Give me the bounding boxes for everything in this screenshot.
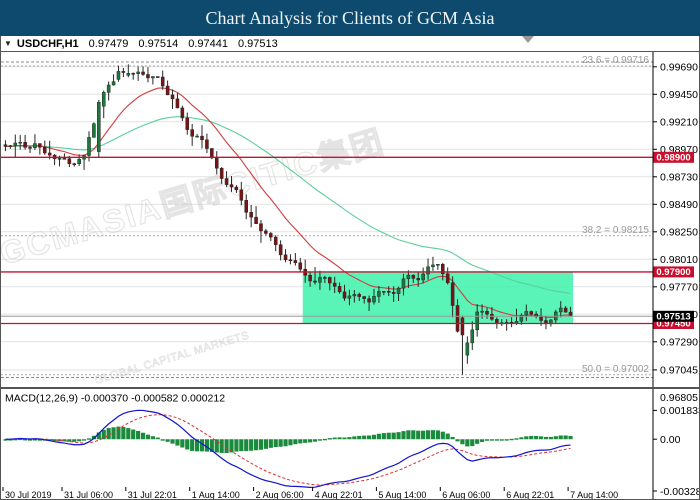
svg-text:-0.003284: -0.003284 bbox=[660, 486, 700, 498]
svg-text:0.97290: 0.97290 bbox=[660, 337, 698, 349]
svg-text:0.99210: 0.99210 bbox=[660, 117, 698, 129]
svg-text:31 Jul 22:01: 31 Jul 22:01 bbox=[128, 490, 177, 500]
svg-text:0.97770: 0.97770 bbox=[660, 282, 698, 294]
svg-text:7 Aug 14:00: 7 Aug 14:00 bbox=[570, 490, 618, 500]
svg-text:23.6 = 0.99716: 23.6 = 0.99716 bbox=[582, 55, 649, 66]
svg-text:50.0 = 0.97002: 50.0 = 0.97002 bbox=[582, 364, 649, 375]
svg-text:5 Aug 14:00: 5 Aug 14:00 bbox=[378, 490, 426, 500]
svg-text:6 Aug 22:01: 6 Aug 22:01 bbox=[506, 490, 554, 500]
svg-text:4 Aug 22:01: 4 Aug 22:01 bbox=[315, 490, 363, 500]
svg-text:0.98490: 0.98490 bbox=[660, 199, 698, 211]
svg-text:2 Aug 06:00: 2 Aug 06:00 bbox=[256, 490, 304, 500]
svg-text:0.98010: 0.98010 bbox=[660, 254, 698, 266]
svg-text:0.98900: 0.98900 bbox=[656, 152, 690, 163]
svg-text:6 Aug 06:00: 6 Aug 06:00 bbox=[442, 490, 490, 500]
svg-text:30 Jul 2019: 30 Jul 2019 bbox=[5, 490, 52, 500]
svg-text:38.2 = 0.98215: 38.2 = 0.98215 bbox=[582, 225, 649, 236]
svg-text:0.97900: 0.97900 bbox=[656, 267, 690, 278]
svg-text:0.97045: 0.97045 bbox=[660, 365, 698, 377]
svg-text:0.96805: 0.96805 bbox=[660, 392, 698, 404]
svg-text:0.99690: 0.99690 bbox=[660, 62, 698, 74]
svg-text:0.98730: 0.98730 bbox=[660, 172, 698, 184]
svg-text:31 Jul 06:00: 31 Jul 06:00 bbox=[64, 490, 113, 500]
svg-text:0.98250: 0.98250 bbox=[660, 227, 698, 239]
svg-text:0.001833: 0.001833 bbox=[660, 405, 700, 417]
svg-text:1 Aug 14:00: 1 Aug 14:00 bbox=[192, 490, 240, 500]
svg-text:MACD(12,26,9) -0.000370 -0.000: MACD(12,26,9) -0.000370 -0.000582 0.0002… bbox=[5, 393, 225, 405]
svg-text:0.99450: 0.99450 bbox=[660, 89, 698, 101]
svg-text:0.00: 0.00 bbox=[660, 434, 681, 446]
svg-text:0.97513: 0.97513 bbox=[656, 311, 690, 322]
